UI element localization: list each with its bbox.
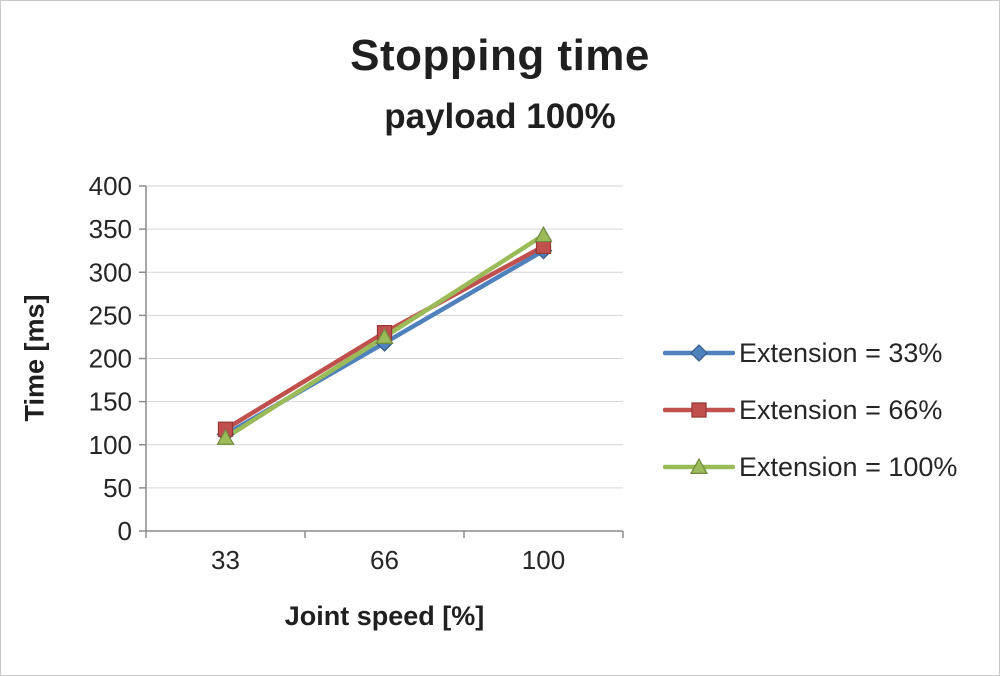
svg-text:50: 50 xyxy=(103,473,132,503)
chart-title: Stopping time xyxy=(350,31,650,80)
svg-text:350: 350 xyxy=(89,214,132,244)
svg-text:300: 300 xyxy=(89,257,132,287)
y-axis-title: Time [ms] xyxy=(19,294,50,422)
svg-text:0: 0 xyxy=(118,516,132,546)
svg-text:66: 66 xyxy=(370,545,399,575)
svg-text:400: 400 xyxy=(89,171,132,201)
svg-text:33: 33 xyxy=(211,545,240,575)
legend-label: Extension = 33% xyxy=(739,337,943,368)
legend-label: Extension = 66% xyxy=(739,394,943,425)
chart-subtitle: payload 100% xyxy=(384,97,616,136)
x-axis-title: Joint speed [%] xyxy=(284,601,485,631)
legend-sample-icon xyxy=(663,402,735,418)
svg-text:250: 250 xyxy=(89,300,132,330)
svg-text:150: 150 xyxy=(89,387,132,417)
svg-text:100: 100 xyxy=(89,430,132,460)
legend-item: Extension = 33% xyxy=(663,333,957,373)
svg-text:200: 200 xyxy=(89,344,132,374)
legend-item: Extension = 66% xyxy=(663,390,957,430)
svg-text:100: 100 xyxy=(522,545,565,575)
legend-item: Extension = 100% xyxy=(663,447,957,487)
legend-sample-icon xyxy=(663,344,735,362)
legend-label: Extension = 100% xyxy=(739,451,958,482)
legend-sample-icon xyxy=(663,457,735,474)
legend: Extension = 33% Extension = 66% Extensio… xyxy=(663,333,957,487)
